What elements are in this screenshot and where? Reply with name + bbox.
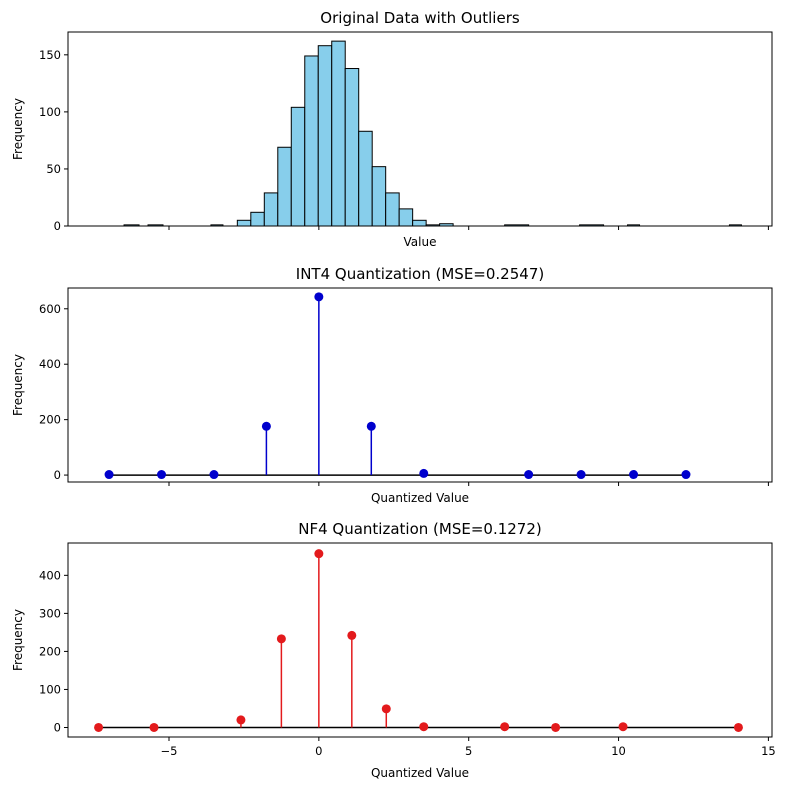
chart-title: Original Data with Outliers (320, 9, 520, 27)
x-tick-label: 0 (315, 744, 322, 758)
stem-marker (261, 421, 271, 431)
stem-marker (104, 470, 114, 480)
chart-title: NF4 Quantization (MSE=0.1272) (298, 520, 542, 538)
chart-panel-1: Original Data with Outliers 0 50 100 150 Valu… (11, 9, 773, 249)
stem-marker (314, 549, 324, 559)
stem-marker (629, 470, 639, 480)
axes-frame (67, 542, 773, 738)
stem-marker (381, 704, 391, 714)
y-tick-label: 400 (39, 357, 61, 371)
stem-marker (618, 722, 628, 732)
stem-marker (149, 722, 159, 732)
histogram-bar (236, 219, 252, 227)
y-tick-label: 0 (54, 219, 61, 233)
stem-marker (236, 715, 246, 725)
x-axis-label: Value (404, 235, 437, 249)
histogram-bar (398, 208, 414, 227)
stem-marker (500, 722, 510, 732)
x-tick-label: 15 (761, 744, 776, 758)
y-axis-label: Frequency (11, 609, 25, 671)
histogram-bar (250, 211, 265, 227)
axes-frame (67, 287, 773, 483)
stem-marker (347, 630, 357, 640)
axes-frame (67, 31, 773, 227)
x-axis-label: Quantized Value (371, 766, 469, 780)
stem-marker (733, 722, 743, 732)
y-axis-label: Frequency (11, 98, 25, 160)
chart-panel-2: INT4 Quantization (MSE=0.2547) 0 200 400 600… (11, 265, 773, 505)
y-tick-label: 100 (39, 682, 61, 696)
stem-marker (419, 468, 429, 478)
y-tick-label: 600 (39, 302, 61, 316)
x-axis-label: Quantized Value (371, 491, 469, 505)
y-tick-label: 0 (54, 468, 61, 482)
histogram-bar (412, 219, 427, 227)
y-tick-label: 300 (39, 606, 61, 620)
histogram-bar (358, 130, 373, 227)
y-axis-label: Frequency (11, 354, 25, 416)
y-tick-label: 150 (39, 48, 61, 62)
stem-marker (366, 421, 376, 431)
histogram-bar (317, 45, 333, 227)
y-tick-label: 50 (46, 162, 61, 176)
stem-marker (209, 470, 219, 480)
histogram-bar (371, 166, 387, 227)
stem-marker (314, 292, 324, 302)
stem-marker (524, 470, 534, 480)
x-tick-label: 5 (465, 744, 472, 758)
histogram-bar (290, 106, 306, 227)
stem-marker (157, 470, 167, 480)
histogram-bar (263, 192, 279, 227)
histogram-bar (385, 192, 400, 227)
stem-marker (551, 722, 561, 732)
x-tick-label: 10 (611, 744, 626, 758)
y-tick-label: 200 (39, 644, 61, 658)
stem-marker (681, 470, 691, 480)
stem-marker (576, 470, 586, 480)
y-tick-label: 0 (54, 720, 61, 734)
y-tick-label: 100 (39, 105, 61, 119)
stem-marker (419, 722, 429, 732)
y-tick-label: 200 (39, 413, 61, 427)
chart-panel-3: NF4 Quantization (MSE=0.1272)01002003004… (11, 520, 776, 780)
stem-marker (94, 722, 104, 732)
y-tick-label: 400 (39, 568, 61, 582)
stem-marker (276, 634, 286, 644)
histogram-bar (331, 40, 346, 227)
histogram-bar (304, 55, 319, 227)
x-tick-label: −5 (161, 744, 178, 758)
histogram-bar (277, 146, 292, 227)
histogram-bar (344, 68, 360, 227)
chart-title: INT4 Quantization (MSE=0.2547) (296, 265, 544, 283)
